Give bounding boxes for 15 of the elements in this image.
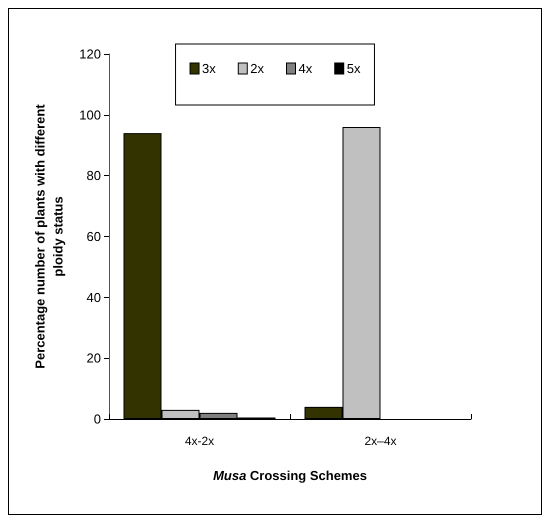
y-tick-label: 120 (79, 46, 101, 62)
y-tick-label: 0 (94, 412, 101, 426)
x-axis-title: Musa Crossing Schemes (213, 468, 367, 483)
x-tick-label: 2x–4x (364, 434, 397, 448)
legend-label: 3x (202, 61, 216, 76)
y-tick-label: 40 (86, 290, 101, 305)
legend-label: 4x (298, 61, 313, 76)
x-tick-label: 4x-2x (184, 434, 214, 448)
legend-label: 5x (346, 61, 361, 76)
y-tick-label: 60 (86, 229, 101, 244)
y-tick-label: 20 (86, 350, 101, 366)
y-axis-title: Percentage number of plants with different ploidy status (32, 104, 66, 369)
y-tick-label: 80 (86, 168, 101, 184)
legend-label: 2x (250, 61, 264, 76)
y-tick-label: 100 (79, 107, 101, 122)
